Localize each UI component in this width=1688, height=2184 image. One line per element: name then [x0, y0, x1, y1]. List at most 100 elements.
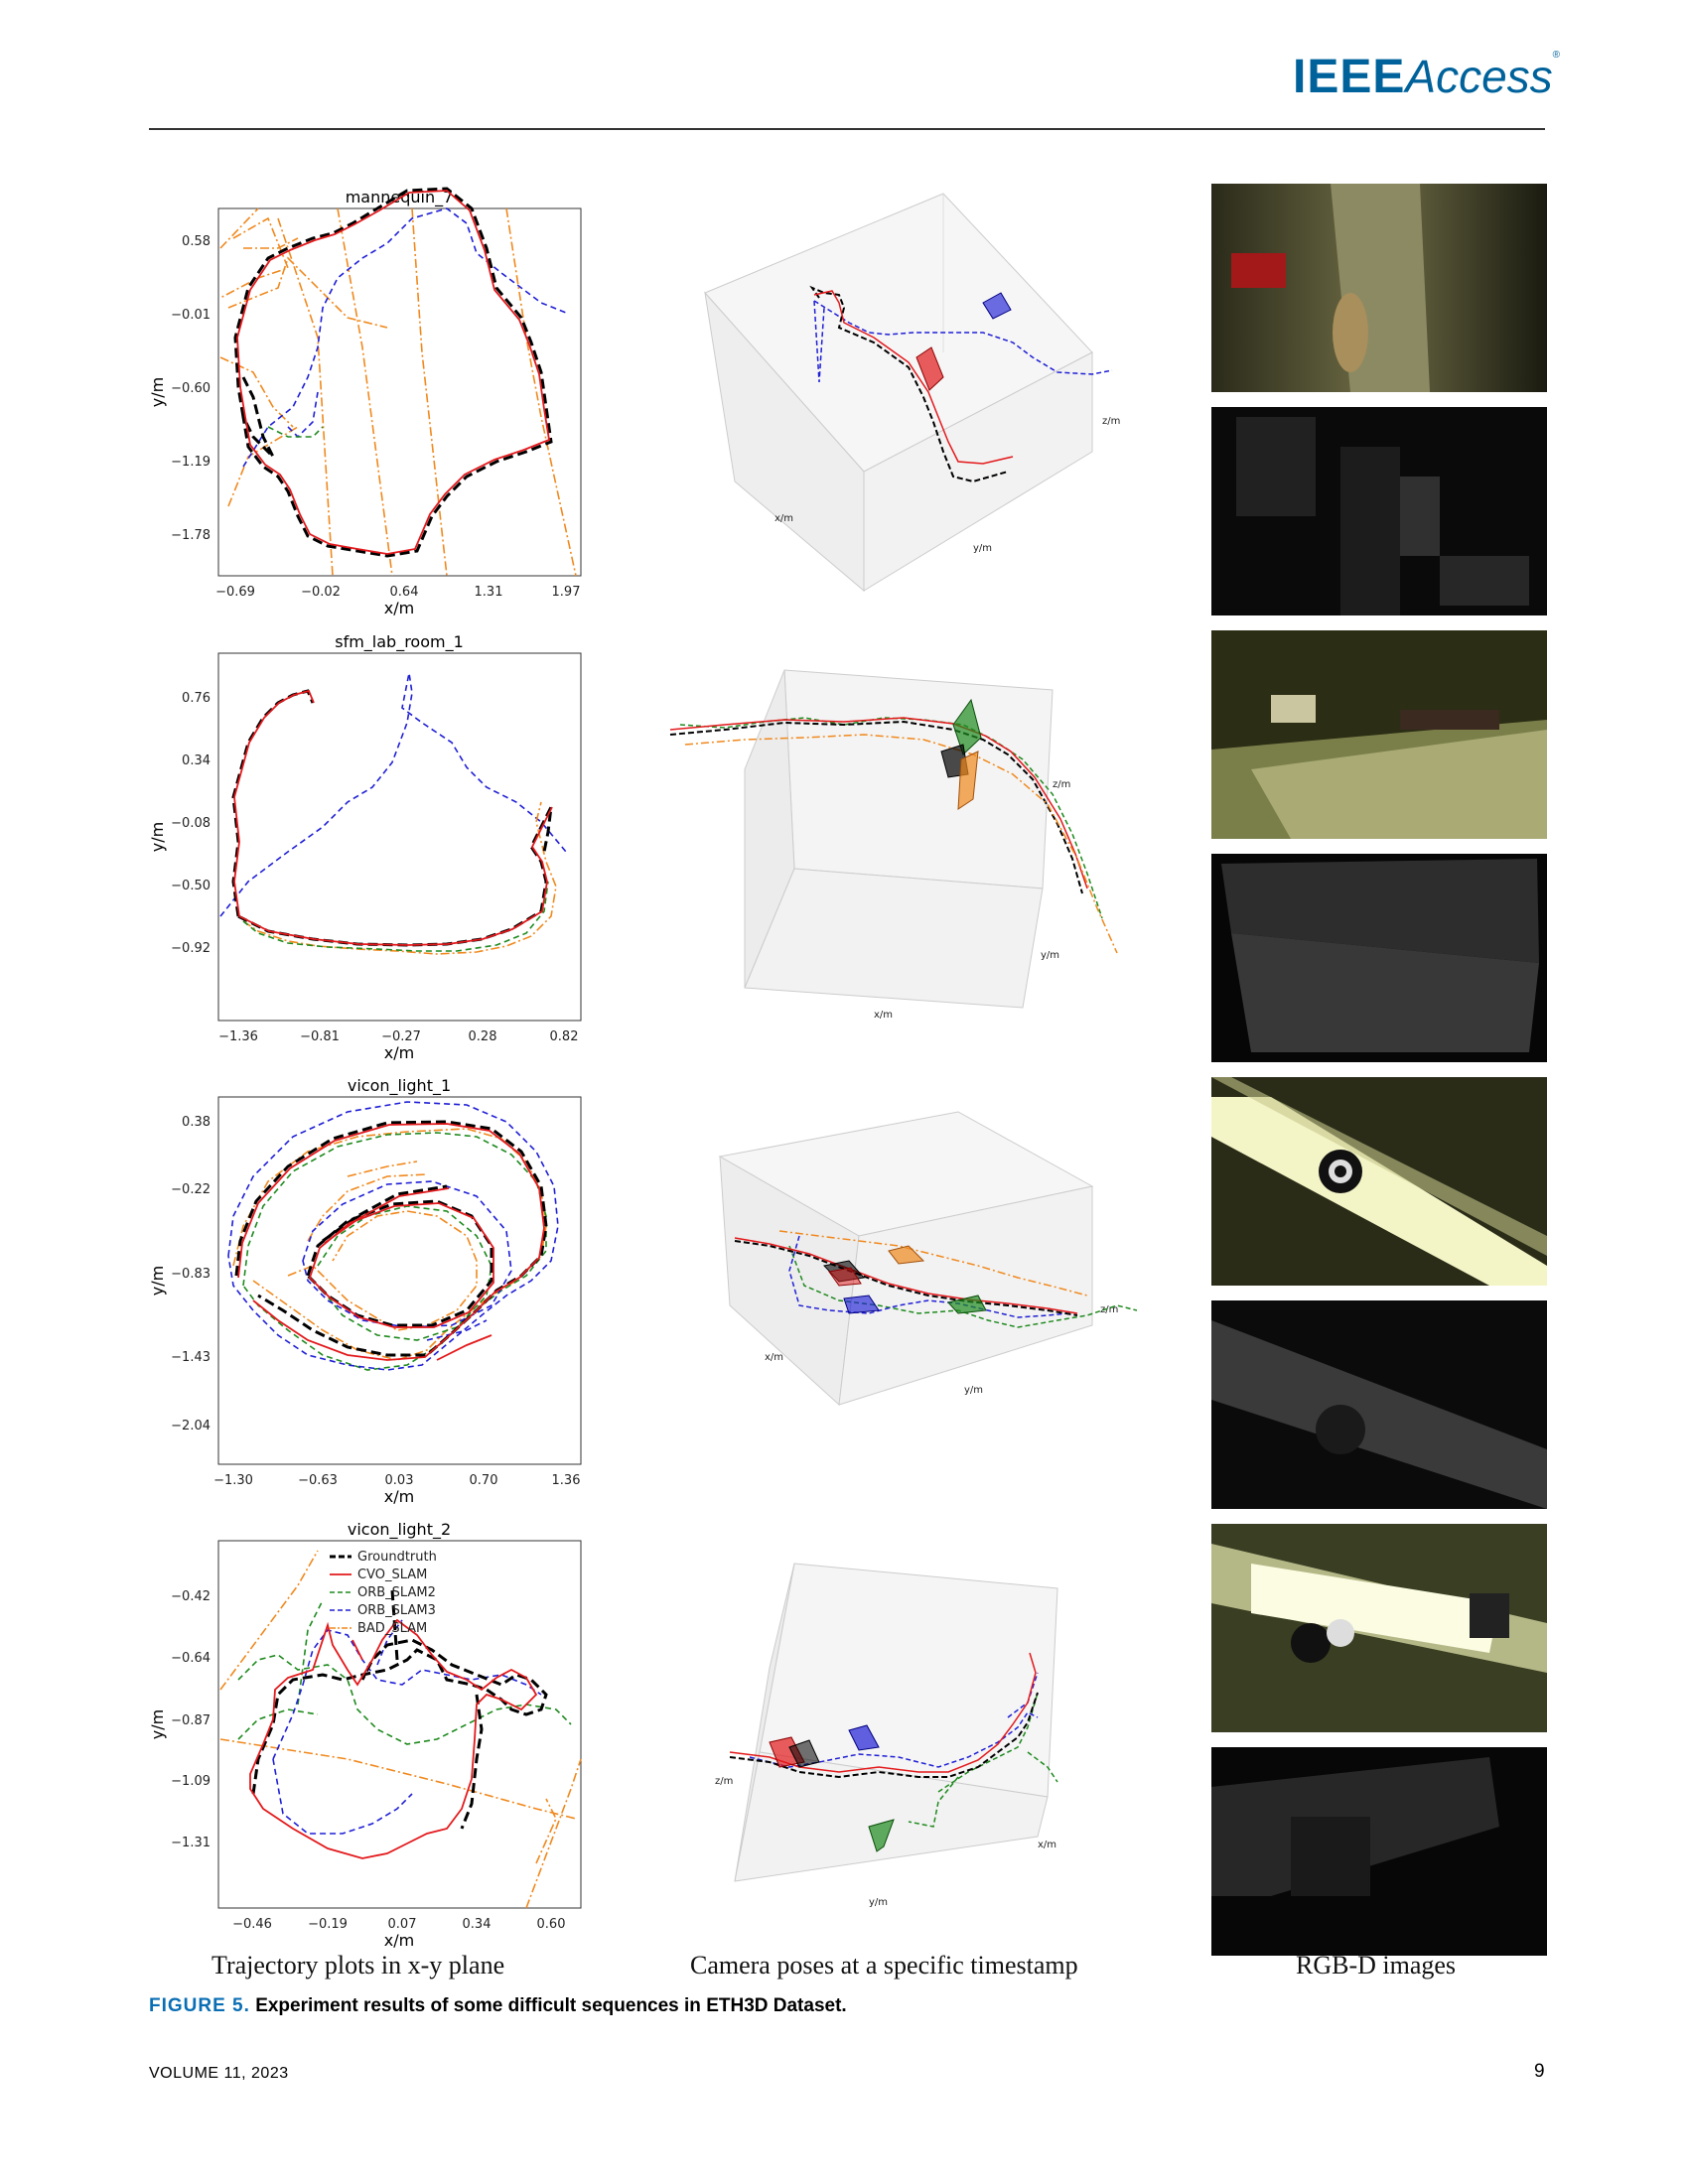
label-camera-poses: Camera poses at a specific timestamp	[690, 1951, 1078, 1979]
depth-image-mannequin-7	[1211, 407, 1547, 615]
axis-z-label: z/m	[1102, 416, 1120, 427]
ieee-access-logo: IEEEAccess®	[1293, 50, 1561, 103]
x-tick: −0.19	[308, 1917, 348, 1932]
x-tick: −0.81	[300, 1029, 340, 1044]
y-tick: −0.87	[171, 1713, 211, 1728]
series-cvo-slam	[249, 1618, 538, 1859]
legend: Groundtruth CVO_SLAM ORB_SLAM2 ORB_SLAM3…	[330, 1550, 437, 1636]
plot-area	[217, 652, 582, 1022]
series-orb-slam3	[227, 1101, 559, 1371]
figure-caption: FIGURE 5. Experiment results of some dif…	[149, 1995, 847, 2017]
trajectory-cvo-slam	[813, 290, 1014, 465]
header-rule	[149, 128, 1545, 130]
x-ticks: −0.46 −0.19 0.07 0.34 0.60	[232, 1917, 565, 1932]
x-axis-label: x/m	[384, 1931, 414, 1950]
x-tick: −0.02	[301, 585, 341, 600]
trajectory-orb-slam2	[788, 1245, 1138, 1328]
label-rgbd-images: RGB-D images	[1296, 1951, 1457, 1979]
series-orb-slam2	[242, 881, 549, 952]
x-tick: −1.30	[213, 1473, 253, 1488]
x-tick: 0.03	[385, 1473, 414, 1488]
y-tick: −0.08	[171, 816, 211, 831]
x-tick: 0.70	[470, 1473, 498, 1488]
x-tick: 1.97	[552, 585, 581, 600]
3d-box	[704, 193, 1093, 593]
x-axis-label: x/m	[384, 1043, 414, 1062]
rgb-image-vicon-light-1	[1211, 1077, 1547, 1286]
trajectory-orb-slam2	[908, 1692, 1058, 1828]
x-tick: 0.60	[537, 1917, 566, 1932]
y-tick: −1.09	[171, 1774, 211, 1789]
trajectory-bad-slam	[778, 1230, 1088, 1297]
y-tick: 0.58	[182, 234, 211, 249]
y-ticks: 0.58 −0.01 −0.60 −1.19 −1.78	[171, 234, 211, 543]
trajectory-groundtruth	[729, 1692, 1039, 1779]
x-tick: −0.27	[381, 1029, 421, 1044]
plot-area	[217, 1096, 582, 1465]
y-axis-label: y/m	[148, 377, 167, 407]
y-tick: −0.83	[171, 1267, 211, 1282]
y-tick: −0.92	[171, 941, 211, 956]
axis-x-label: x/m	[765, 1352, 783, 1363]
x-axis-label: x/m	[384, 599, 414, 617]
series-orb-slam3	[272, 1619, 542, 1835]
y-axis-label: y/m	[148, 1709, 167, 1739]
axis-z-label: z/m	[1053, 779, 1070, 790]
trajectory-orb-slam3	[813, 300, 1113, 375]
x-axis-label: x/m	[384, 1487, 414, 1506]
x-tick: −0.46	[232, 1917, 272, 1932]
y-tick: −0.22	[171, 1182, 211, 1197]
y-tick: −1.31	[171, 1836, 211, 1850]
camera-pose-orb2	[868, 1819, 895, 1852]
y-tick: −0.60	[171, 381, 211, 396]
legend-orb-slam3: ORB_SLAM3	[357, 1603, 436, 1618]
plot-vicon-light-2: vicon_light_2 Groundtruth CVO_SLAM ORB_S…	[148, 1520, 582, 1950]
x-tick: 1.31	[475, 585, 503, 600]
series-bad-slam	[232, 1128, 547, 1361]
axis-z-label: z/m	[1100, 1304, 1118, 1315]
y-axis-label: y/m	[148, 822, 167, 852]
pose-plot-sfm-lab-room-1: x/m y/m z/m	[669, 669, 1118, 1021]
plot-title: vicon_light_1	[348, 1076, 451, 1096]
series-orb-slam3	[219, 672, 567, 917]
x-tick: 0.82	[550, 1029, 579, 1044]
logo-tm: ®	[1552, 50, 1561, 61]
figure-label: FIGURE 5.	[149, 1995, 250, 2016]
legend-bad-slam: BAD_SLAM	[357, 1621, 427, 1636]
x-tick: −0.63	[298, 1473, 338, 1488]
rgb-image-sfm-lab-room-1	[1211, 630, 1547, 839]
legend-cvo-slam: CVO_SLAM	[357, 1568, 427, 1582]
logo-access: Access	[1405, 51, 1553, 102]
series-groundtruth	[233, 187, 553, 558]
series-groundtruth	[251, 1589, 548, 1830]
axis-y-label: y/m	[1041, 950, 1059, 961]
y-ticks: 0.38 −0.22 −0.83 −1.43 −2.04	[171, 1115, 211, 1433]
label-trajectory-plots: Trajectory plots in x-y plane	[211, 1951, 505, 1979]
x-ticks: −0.69 −0.02 0.64 1.31 1.97	[215, 585, 580, 600]
plot-area: Groundtruth CVO_SLAM ORB_SLAM2 ORB_SLAM3…	[217, 1540, 582, 1909]
y-axis-label: y/m	[148, 1266, 167, 1296]
series-cvo-slam	[237, 1123, 545, 1361]
axis-y-label: y/m	[973, 543, 992, 554]
camera-pose-orb2	[952, 698, 982, 755]
x-tick: 0.34	[463, 1917, 492, 1932]
plot-title: vicon_light_2	[348, 1520, 451, 1540]
x-tick: −0.69	[215, 585, 255, 600]
trajectory-groundtruth	[734, 1240, 1078, 1316]
series-orb-slam2	[267, 426, 324, 438]
plot-mannequin-7: mannequin_7 0.58 −0.01 −0.60 −1.19 −1.78…	[148, 187, 582, 617]
footer-volume: VOLUME 11, 2023	[149, 2065, 289, 2082]
axis-x-label: x/m	[1038, 1840, 1056, 1850]
x-ticks: −1.30 −0.63 0.03 0.70 1.36	[213, 1473, 580, 1488]
y-tick: −0.64	[171, 1651, 211, 1666]
y-ticks: 0.76 0.34 −0.08 −0.50 −0.92	[171, 691, 211, 956]
y-tick: −1.43	[171, 1350, 211, 1365]
x-ticks: −1.36 −0.81 −0.27 0.28 0.82	[218, 1029, 578, 1044]
logo-ieee: IEEE	[1293, 51, 1406, 103]
axis-y-label: y/m	[964, 1385, 983, 1396]
camera-pose-bad	[957, 751, 979, 810]
legend-groundtruth: Groundtruth	[357, 1550, 437, 1565]
trajectory-orb-slam3	[788, 1235, 1068, 1318]
camera-pose-orb2	[947, 1295, 987, 1314]
x-tick: −1.36	[218, 1029, 258, 1044]
